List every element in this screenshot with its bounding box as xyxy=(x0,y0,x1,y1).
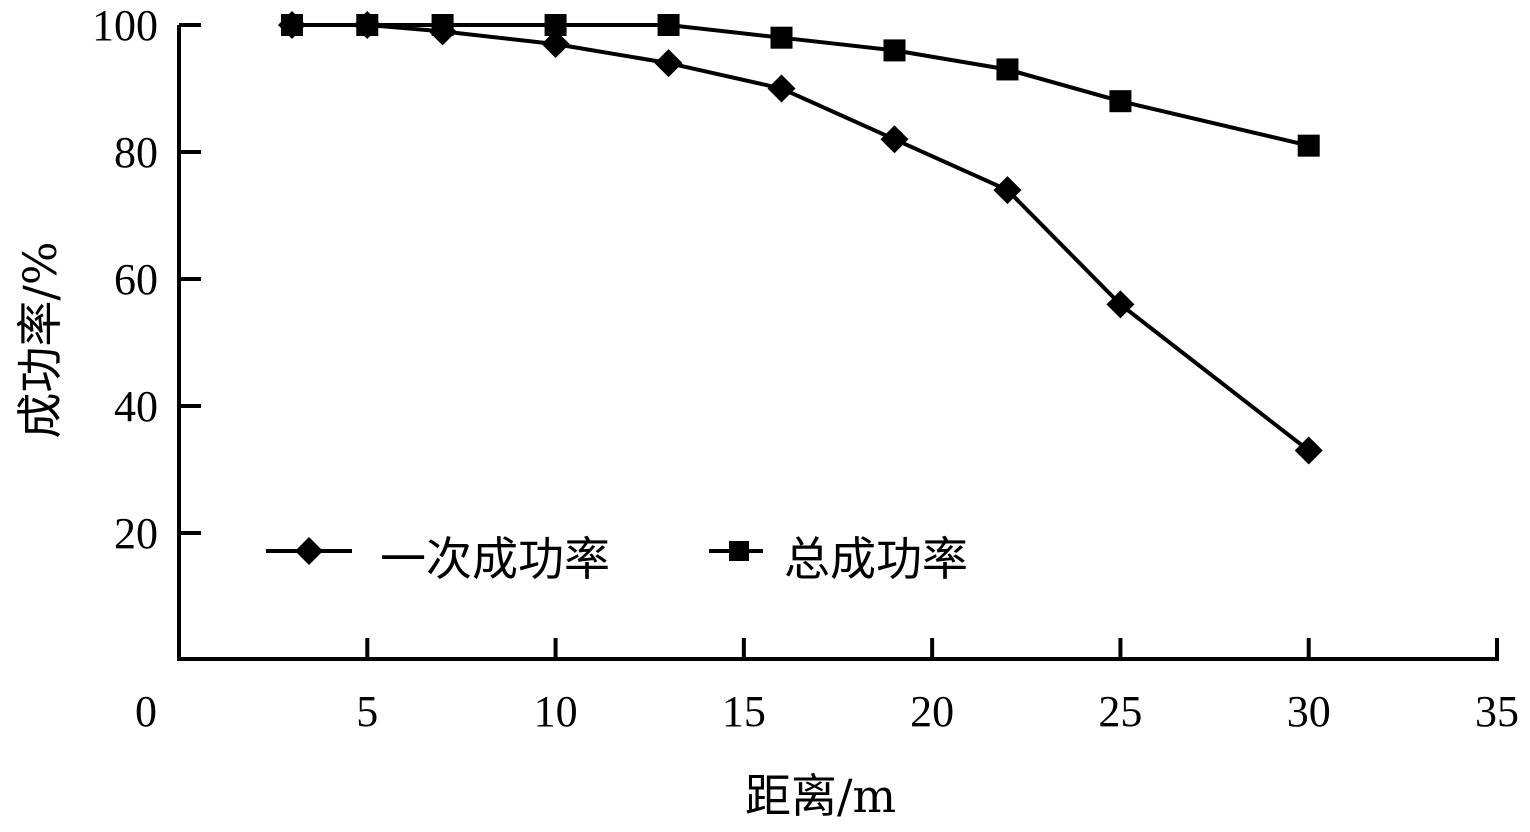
x-ticks: 0 5 10 15 20 25 30 35 xyxy=(135,638,1519,736)
square-marker-icon xyxy=(729,541,749,561)
diamond-marker xyxy=(541,30,570,59)
square-marker xyxy=(1297,134,1320,157)
legend-item-first-success: 一次成功率 xyxy=(266,532,610,586)
square-marker xyxy=(996,58,1019,81)
legend-label-first-success: 一次成功率 xyxy=(380,532,610,586)
square-marker xyxy=(431,14,454,36)
x-tick-label: 5 xyxy=(356,687,378,736)
diamond-marker xyxy=(993,176,1022,205)
diamond-marker xyxy=(767,74,796,103)
x-tick-label: 15 xyxy=(722,687,766,736)
square-marker xyxy=(883,39,906,62)
x-tick-label: 0 xyxy=(135,687,157,736)
square-marker xyxy=(280,14,303,36)
y-tick-label: 80 xyxy=(114,128,158,177)
legend-label-total-success: 总成功率 xyxy=(784,532,968,586)
series-markers xyxy=(277,11,1323,465)
square-marker xyxy=(1109,90,1132,113)
square-marker xyxy=(770,26,793,49)
axes: 20 40 60 80 100 0 5 10 15 20 25 30 35 xyxy=(92,1,1519,736)
diamond-marker-icon xyxy=(295,537,323,565)
y-tick-label: 20 xyxy=(114,509,158,558)
series-line-diamond xyxy=(292,23,1310,453)
diamond-marker xyxy=(1106,290,1135,319)
x-tick-label: 20 xyxy=(910,687,954,736)
y-ticks: 20 40 60 80 100 xyxy=(92,1,201,558)
series-lines xyxy=(292,23,1310,453)
x-tick-label: 30 xyxy=(1287,687,1331,736)
y-tick-label: 40 xyxy=(114,382,158,431)
y-axis-title: 成功率/% xyxy=(13,241,67,438)
legend-item-total-success: 总成功率 xyxy=(709,532,968,586)
series-line-square xyxy=(292,23,1310,148)
diamond-marker xyxy=(654,49,683,78)
square-marker xyxy=(356,14,379,36)
x-axis-title: 距离/m xyxy=(745,769,896,823)
legend: 一次成功率 总成功率 xyxy=(266,532,968,586)
y-tick-label: 100 xyxy=(92,1,158,50)
x-tick-label: 35 xyxy=(1475,687,1519,736)
diamond-marker xyxy=(1294,436,1323,465)
diamond-marker xyxy=(880,125,909,154)
x-tick-label: 25 xyxy=(1098,687,1142,736)
square-marker xyxy=(544,14,567,36)
x-tick-label: 10 xyxy=(534,687,578,736)
y-tick-label: 60 xyxy=(114,255,158,304)
square-marker xyxy=(657,14,680,36)
